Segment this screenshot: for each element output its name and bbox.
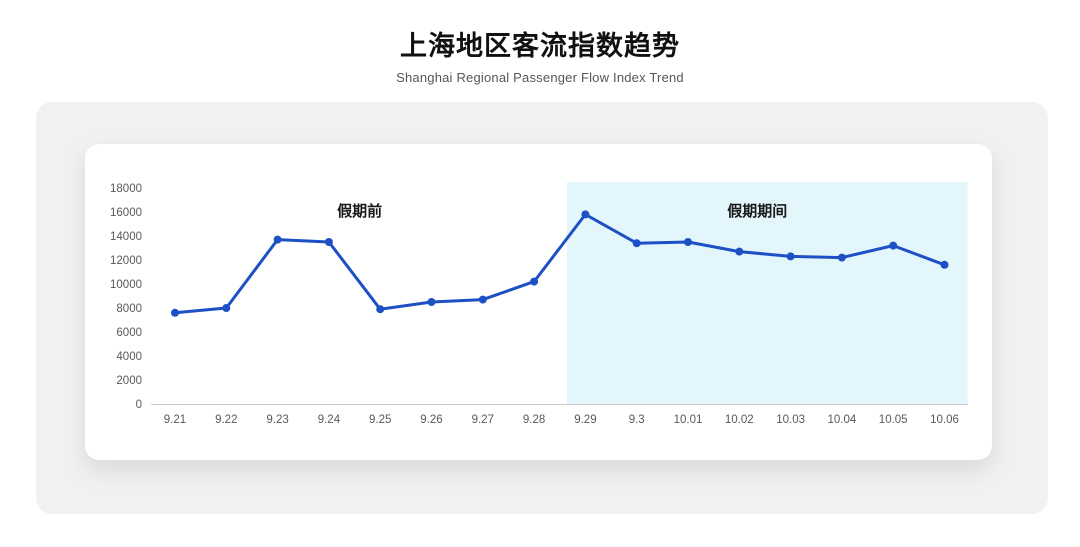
page-title: 上海地区客流指数趋势 (400, 31, 680, 61)
x-tick-label: 9.26 (420, 414, 442, 426)
y-tick-label: 14000 (110, 231, 142, 243)
x-tick-label: 9.21 (164, 414, 186, 426)
data-point (530, 277, 539, 286)
y-tick-label: 2000 (116, 375, 142, 387)
x-tick-label: 9.29 (574, 414, 596, 426)
y-tick-label: 4000 (116, 351, 142, 363)
data-point (171, 308, 179, 317)
data-point (735, 247, 744, 256)
x-tick-label: 9.24 (318, 414, 341, 426)
chart-header: 上海地区客流指数趋势 Shanghai Regional Passenger F… (0, 0, 1080, 85)
data-point (684, 238, 692, 246)
x-tick-label: 10.01 (674, 414, 703, 426)
data-point (324, 238, 333, 246)
data-point (632, 239, 641, 248)
x-tick-label: 10.04 (828, 414, 857, 426)
data-point (940, 260, 949, 269)
x-tick-label: 10.02 (725, 414, 754, 426)
region-label: 假期期间 (727, 202, 787, 220)
x-tick-label: 9.28 (523, 414, 545, 426)
data-point (478, 295, 487, 304)
region-label: 假期前 (337, 202, 382, 220)
passenger-flow-line-chart: 0 2000 4000 6000 8000 10000 12000 14000 16000 180… (110, 182, 968, 426)
y-axis-tick-labels: 0 2000 4000 6000 8000 10000 12000 14000 16000 180… (110, 183, 142, 411)
x-tick-label: 9.22 (215, 414, 237, 426)
x-tick-label: 9.27 (472, 414, 494, 426)
x-tick-label: 9.3 (629, 414, 645, 426)
data-point-markers (171, 210, 949, 317)
trend-line (173, 212, 946, 315)
x-tick-label: 10.06 (930, 414, 959, 426)
data-point (581, 210, 590, 219)
y-tick-label: 0 (136, 399, 142, 411)
chart-card: 0 2000 4000 6000 8000 10000 12000 14000 16000 180… (85, 144, 992, 460)
data-point (376, 305, 385, 314)
region-annotations: 假期前 假期期间 (337, 202, 787, 220)
holiday-highlight-region (566, 182, 968, 404)
y-tick-label: 10000 (110, 279, 142, 291)
data-point (273, 235, 282, 244)
data-point (837, 253, 846, 262)
x-tick-label: 9.23 (266, 414, 288, 426)
x-axis-tick-labels: 9.21 9.22 9.23 9.24 9.25 9.26 9.27 9.28 9.29 9.3 1… (164, 414, 959, 426)
y-tick-label: 18000 (110, 183, 142, 195)
x-tick-label: 10.03 (776, 414, 805, 426)
y-tick-label: 8000 (116, 303, 142, 315)
chart-panel: 0 2000 4000 6000 8000 10000 12000 14000 16000 180… (36, 102, 1048, 514)
y-tick-label: 6000 (116, 327, 142, 339)
data-point (222, 304, 231, 312)
x-tick-label: 10.05 (879, 414, 908, 426)
y-tick-label: 12000 (110, 255, 142, 267)
data-point (786, 252, 795, 261)
data-point (427, 298, 436, 306)
x-tick-label: 9.25 (369, 414, 391, 426)
y-tick-label: 16000 (110, 207, 142, 219)
page-subtitle: Shanghai Regional Passenger Flow Index T… (396, 70, 684, 85)
data-point (889, 241, 898, 250)
